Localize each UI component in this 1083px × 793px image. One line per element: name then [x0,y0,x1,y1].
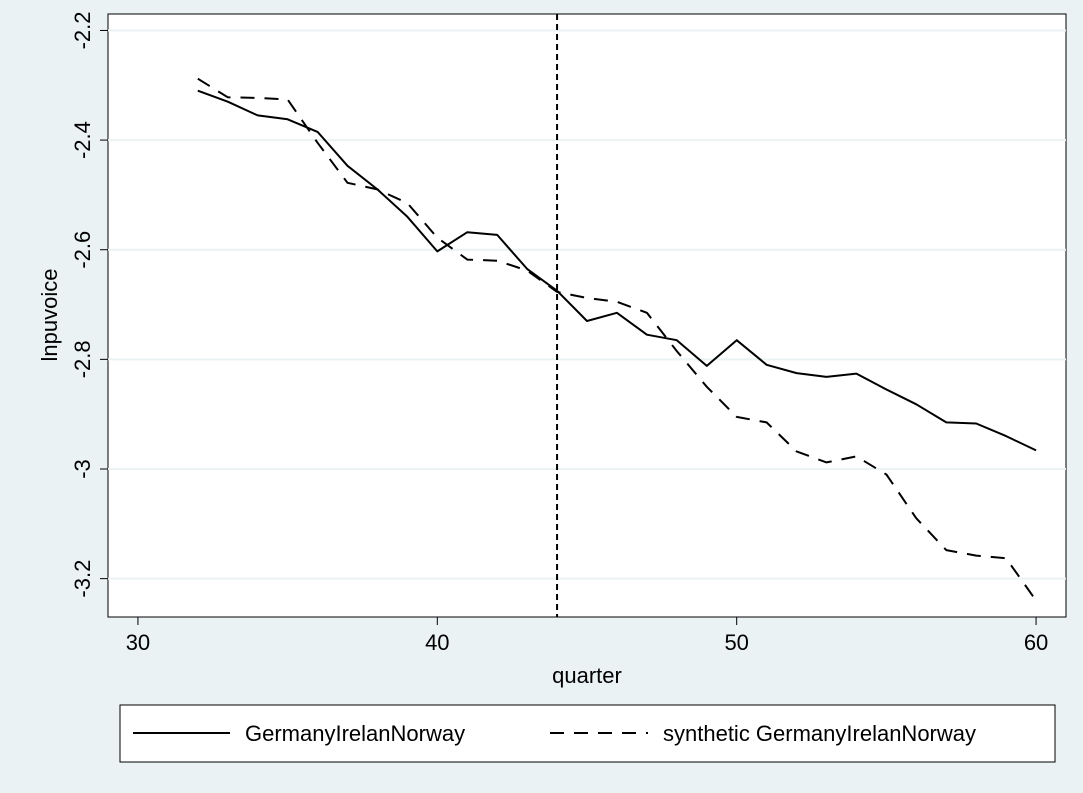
series-line-actual [197,89,1037,452]
x-axis-title: quarter [552,663,622,688]
gridlines [108,29,1066,580]
series-lines [197,77,1037,602]
y-tick-label: -3.2 [70,560,95,598]
x-tick-label: 40 [425,630,449,655]
plot-area [107,13,1067,618]
y-tick-label: -2.8 [70,340,95,378]
legend: GermanyIrelanNorway synthetic GermanyIre… [119,704,1056,763]
y-tick-label: -2.4 [70,121,95,159]
y-axis-title: lnpuvoice [37,269,62,362]
x-tick-label: 60 [1024,630,1048,655]
y-tick-label: -3 [70,459,95,479]
x-tick-label: 50 [724,630,748,655]
series-line-synthetic [197,77,1037,602]
x-axis: 30 40 50 60 [126,617,1048,655]
y-axis: -2.2 -2.4 -2.6 -2.8 -3 -3.2 [70,11,108,598]
legend-label: synthetic GermanyIrelanNorway [663,721,976,746]
x-tick-label: 30 [126,630,150,655]
y-tick-label: -2.6 [70,231,95,269]
legend-label: GermanyIrelanNorway [245,721,465,746]
y-tick-label: -2.2 [70,11,95,49]
